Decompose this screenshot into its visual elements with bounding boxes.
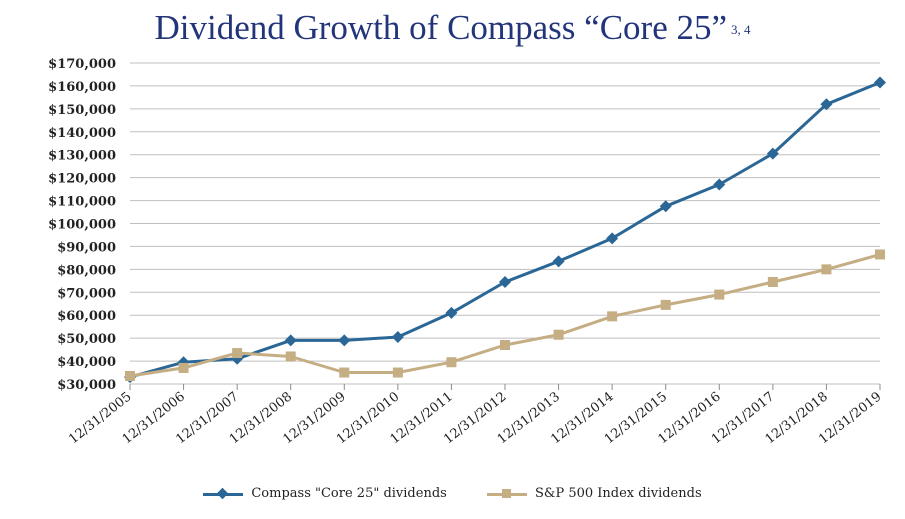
legend: Compass "Core 25" dividends S&P 500 Inde… — [0, 486, 905, 504]
data-point-square — [767, 276, 778, 287]
data-point-diamond — [713, 178, 726, 191]
title-footnote: 3, 4 — [731, 22, 751, 37]
data-point-square — [553, 329, 564, 340]
y-tick-label: $90,000 — [57, 240, 116, 255]
legend-item-sp500: S&P 500 Index dividends — [486, 486, 702, 501]
y-tick-label: $170,000 — [48, 57, 116, 72]
data-point-square — [178, 362, 189, 373]
y-tick-label: $40,000 — [57, 355, 116, 370]
y-tick-label: $80,000 — [57, 263, 116, 278]
y-tick-label: $110,000 — [48, 195, 116, 210]
data-point-square — [446, 357, 457, 368]
y-tick-label: $100,000 — [48, 218, 116, 233]
legend-item-compass: Compass "Core 25" dividends — [203, 486, 447, 501]
legend-label-sp500: S&P 500 Index dividends — [534, 486, 702, 501]
data-point-square — [714, 289, 725, 300]
y-tick-label: $60,000 — [57, 309, 116, 324]
data-point-square — [607, 311, 618, 322]
data-point-diamond — [445, 306, 458, 319]
data-point-square — [232, 348, 243, 359]
legend-swatch-compass — [203, 487, 244, 500]
y-tick-label: $140,000 — [48, 126, 116, 141]
data-point-diamond — [391, 330, 404, 343]
chart-title: Dividend Growth of Compass “Core 25” 3, 4 — [0, 8, 905, 48]
data-point-diamond — [659, 200, 672, 213]
y-tick-label: $70,000 — [57, 286, 116, 301]
data-point-square — [875, 249, 885, 260]
y-tick-label: $130,000 — [48, 149, 116, 164]
data-point-square — [660, 299, 671, 310]
data-point-diamond — [338, 334, 351, 347]
y-tick-label: $150,000 — [48, 103, 116, 118]
data-point-diamond — [766, 147, 779, 160]
data-point-diamond — [499, 275, 511, 288]
data-point-square — [125, 370, 135, 381]
series-line — [129, 81, 881, 379]
data-point-diamond — [606, 232, 619, 245]
y-tick-label: $120,000 — [48, 172, 116, 187]
data-point-square — [392, 367, 403, 378]
data-point-square — [285, 351, 296, 362]
data-point-square — [500, 340, 510, 351]
y-tick-label: $50,000 — [57, 332, 116, 347]
chart-title-text: Dividend Growth of Compass “Core 25” — [154, 8, 728, 47]
data-point-diamond — [820, 98, 833, 111]
legend-swatch-sp500 — [486, 488, 527, 500]
y-tick-label: $30,000 — [57, 378, 116, 393]
data-point-diamond — [284, 334, 297, 347]
y-tick-label: $160,000 — [48, 80, 116, 95]
legend-label-compass: Compass "Core 25" dividends — [251, 486, 447, 501]
data-point-diamond — [874, 76, 886, 89]
data-point-square — [339, 367, 350, 378]
data-point-square — [821, 264, 832, 275]
data-point-diamond — [552, 255, 565, 268]
